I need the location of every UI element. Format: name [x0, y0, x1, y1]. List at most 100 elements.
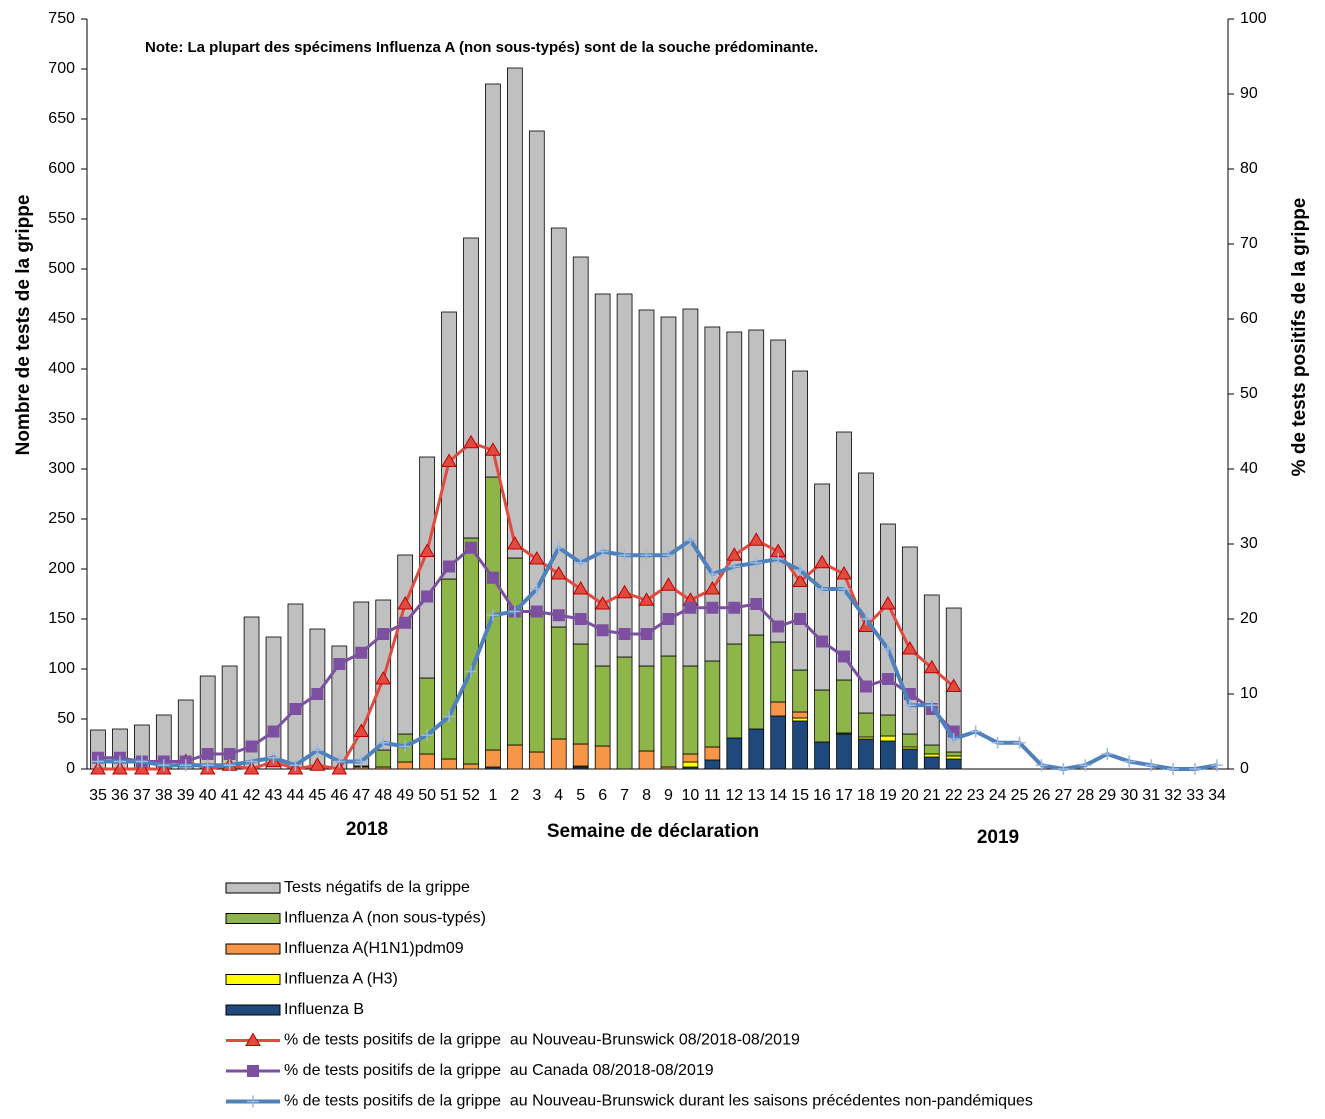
bar-segment [682, 761, 699, 768]
line-marker [375, 671, 392, 685]
x-tick-label: 35 [89, 787, 107, 804]
line-marker [399, 740, 412, 753]
x-tick-label: 22 [945, 787, 963, 804]
bar-segment [550, 738, 567, 770]
line-marker [485, 442, 501, 456]
y-tick-label: 100 [48, 660, 75, 677]
line-marker [903, 699, 916, 712]
line-marker [969, 725, 982, 738]
x-tick-label: 4 [554, 787, 563, 804]
x-tick-label: 42 [243, 787, 261, 804]
line-marker [750, 556, 763, 569]
line-marker [662, 549, 675, 562]
line-marker [859, 613, 872, 625]
x-tick-label: 27 [1055, 787, 1073, 804]
y-tick-label: 600 [48, 160, 75, 177]
bar-segment [441, 311, 457, 580]
legend-label: % de tests positifs de la grippe au Nouv… [284, 1093, 1033, 1110]
bar-segment [682, 753, 699, 763]
line-marker [1123, 755, 1136, 768]
y-tick-label: 0 [66, 760, 75, 777]
x-tick-label: 9 [664, 787, 673, 804]
line-marker [464, 665, 477, 678]
bar-segment [945, 758, 962, 770]
line-marker [881, 643, 894, 655]
x-tick-label: 28 [1076, 787, 1094, 804]
bar-segment [463, 763, 479, 770]
x-tick-label: 5 [576, 787, 585, 804]
y2-tick-label: 20 [1240, 610, 1258, 627]
line-marker [1079, 759, 1092, 772]
bar-segment [704, 746, 721, 761]
bar-segment [419, 677, 435, 755]
line-marker [1035, 759, 1048, 772]
line-marker [309, 757, 326, 771]
bar-segment [792, 669, 808, 713]
bar-segment [682, 308, 699, 667]
y-tick-label: 650 [48, 110, 75, 127]
bar-segment [748, 634, 765, 730]
line-marker [1145, 759, 1158, 772]
x-axis-title: Semaine de déclaration [547, 821, 759, 842]
line-marker [618, 549, 631, 562]
bar-segment [572, 743, 589, 767]
bar-segment [550, 227, 567, 628]
bar-segment [397, 761, 414, 770]
y-tick-label: 750 [48, 10, 75, 27]
bar-segment [880, 740, 896, 770]
x-tick-label: 48 [374, 787, 392, 804]
line-marker [421, 729, 434, 742]
legend-label: % de tests positifs de la grippe au Cana… [284, 1062, 714, 1079]
line-marker [399, 616, 412, 629]
y2-tick-label: 100 [1240, 10, 1267, 27]
y2-tick-label: 10 [1240, 685, 1258, 702]
x-tick-label: 11 [704, 787, 721, 804]
x-tick-label: 21 [923, 787, 941, 804]
line-marker [464, 541, 477, 554]
x-tick-label: 45 [308, 787, 326, 804]
x-tick-label: 38 [155, 787, 173, 804]
x-tick-label: 47 [352, 787, 370, 804]
line-marker [881, 673, 894, 685]
line-marker [530, 583, 543, 595]
bar-segment [594, 665, 611, 747]
line-marker [728, 601, 741, 614]
bar-segment [507, 557, 523, 746]
line-marker [750, 598, 763, 610]
legend-label: % de tests positifs de la grippe au Nouv… [284, 1032, 800, 1049]
line-marker [684, 601, 697, 614]
line-marker [441, 453, 457, 467]
line-marker [794, 564, 807, 577]
bar-segment [441, 578, 457, 760]
line-marker [1211, 759, 1224, 772]
line-marker [91, 755, 104, 768]
line-marker [638, 592, 655, 606]
line-marker [816, 635, 829, 648]
bar-segment [463, 537, 479, 765]
line-marker [113, 755, 126, 768]
x-tick-label: 12 [725, 787, 743, 804]
x-tick-label: 23 [967, 787, 985, 804]
bar-segment [726, 737, 743, 770]
bar-segment [792, 370, 808, 671]
line-marker [201, 759, 214, 772]
y2-tick-label: 70 [1240, 235, 1258, 252]
x-tick-label: 25 [1011, 787, 1029, 804]
bar-segment [748, 728, 765, 770]
bar-segment [923, 744, 940, 755]
bar-segment [419, 753, 435, 770]
line-marker [836, 566, 852, 580]
bar-segment [836, 679, 852, 734]
line-marker [1013, 736, 1026, 749]
x-tick-label: 44 [287, 787, 305, 804]
x-tick-label: 34 [1208, 787, 1226, 804]
x-tick-label: 16 [813, 787, 831, 804]
bar-segment [507, 744, 523, 770]
legend-label: Influenza A(H1N1)pdm09 [284, 940, 464, 957]
bar-segment [770, 339, 787, 643]
y-tick-label: 450 [48, 310, 75, 327]
legend-label: Influenza B [284, 1001, 364, 1018]
legend-marker [247, 1065, 259, 1077]
bar-segment [880, 735, 896, 742]
line-marker [267, 751, 280, 764]
